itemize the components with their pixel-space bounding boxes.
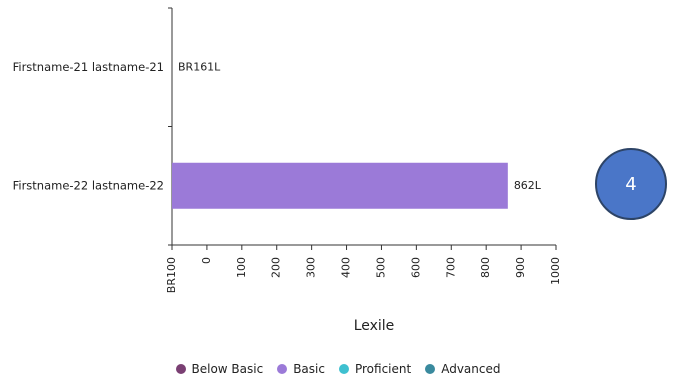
data-label: BR161L [178,60,221,73]
bar [172,162,508,209]
chart-legend: Below Basic Basic Proficient Advanced [0,362,676,376]
legend-marker-below-basic [175,364,186,374]
x-tick-label: 700 [444,257,457,278]
legend-item-basic[interactable]: Basic [277,362,325,376]
legend-marker-proficient [338,364,349,374]
legend-item-advanced[interactable]: Advanced [425,362,501,376]
x-tick-label: 900 [514,257,527,278]
count-badge: 4 [595,148,667,220]
legend-label-advanced: Advanced [441,362,501,376]
category-label: Firstname-21 lastname-21 [13,60,164,74]
x-tick-label: 0 [200,257,213,264]
legend-label-proficient: Proficient [354,362,412,376]
x-tick-label: 1000 [549,257,562,285]
x-tick-label: 600 [409,257,422,278]
x-axis-title: Lexile [354,318,395,334]
x-tick-label: 100 [235,257,248,278]
legend-item-proficient[interactable]: Proficient [338,362,412,376]
legend-marker-advanced [425,364,436,374]
x-tick-label: BR100 [165,257,178,293]
x-tick-label: 300 [305,257,318,278]
legend-marker-basic [277,364,288,374]
legend-item-below-basic[interactable]: Below Basic [175,362,264,376]
x-tick-label: 200 [270,257,283,278]
data-label: 862L [514,179,542,192]
x-tick-label: 400 [340,257,353,278]
category-label: Firstname-22 lastname-22 [13,178,164,192]
legend-label-below-basic: Below Basic [191,362,264,376]
x-tick-label: 500 [374,257,387,278]
legend-label-basic: Basic [293,362,325,376]
x-tick-label: 800 [479,257,492,278]
